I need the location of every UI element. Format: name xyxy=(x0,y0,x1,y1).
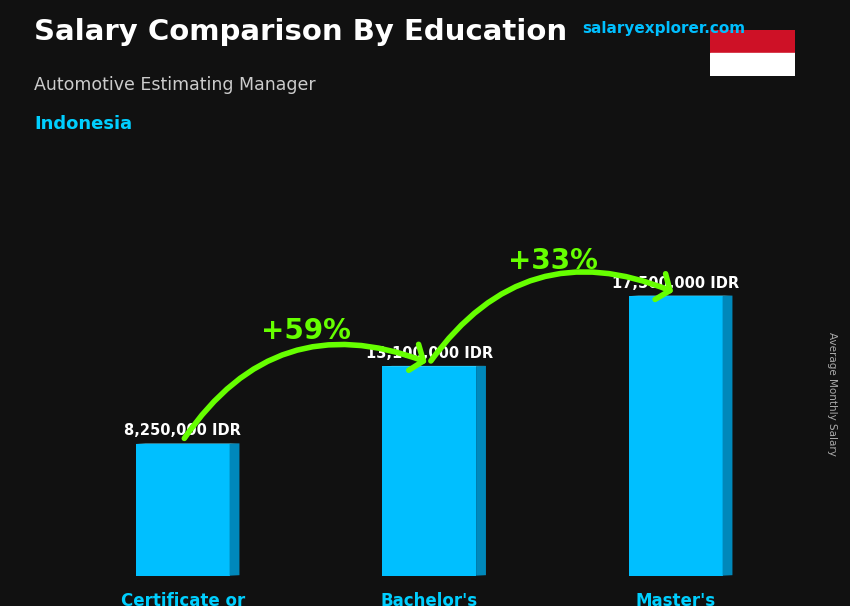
Text: salaryexplorer.com: salaryexplorer.com xyxy=(582,21,745,36)
Polygon shape xyxy=(476,366,486,576)
Bar xyxy=(710,53,795,76)
Bar xyxy=(629,296,722,576)
Polygon shape xyxy=(722,296,733,576)
Text: 17,500,000 IDR: 17,500,000 IDR xyxy=(612,276,740,290)
FancyArrowPatch shape xyxy=(184,344,423,438)
Text: +33%: +33% xyxy=(507,247,598,275)
Text: Automotive Estimating Manager: Automotive Estimating Manager xyxy=(34,76,315,94)
Polygon shape xyxy=(230,444,240,576)
FancyArrowPatch shape xyxy=(431,272,670,361)
Bar xyxy=(710,30,795,53)
Text: 13,100,000 IDR: 13,100,000 IDR xyxy=(366,346,493,361)
Text: Salary Comparison By Education: Salary Comparison By Education xyxy=(34,18,567,46)
Bar xyxy=(136,444,230,576)
Bar xyxy=(382,367,476,576)
Text: +59%: +59% xyxy=(261,318,351,345)
Text: Indonesia: Indonesia xyxy=(34,115,132,133)
Text: 8,250,000 IDR: 8,250,000 IDR xyxy=(124,424,241,438)
Text: Average Monthly Salary: Average Monthly Salary xyxy=(827,332,837,456)
